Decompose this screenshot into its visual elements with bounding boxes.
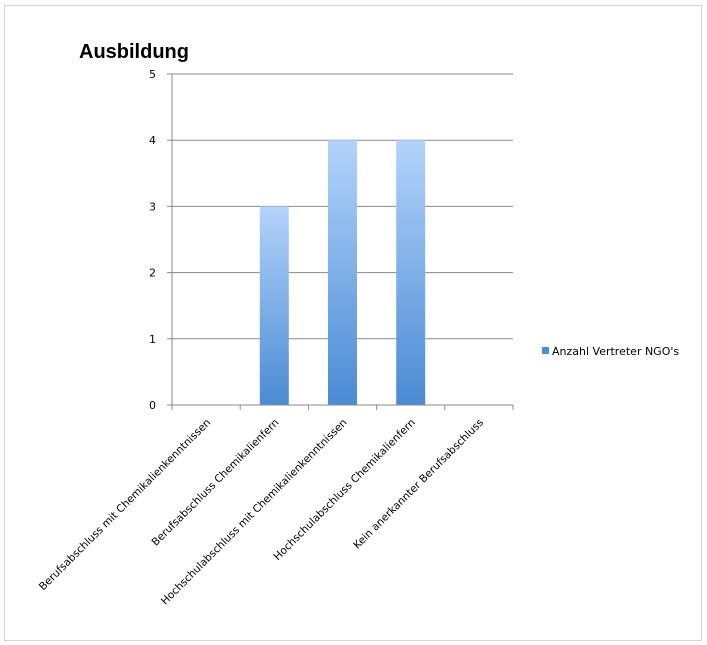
bar (328, 140, 357, 405)
bar (259, 206, 289, 405)
y-tick-label: 1 (149, 333, 156, 346)
x-tick-labels: Berufsabschluss mit Chemikalienkenntniss… (37, 417, 486, 608)
bar-series (259, 140, 426, 405)
bar (396, 140, 426, 405)
axes (167, 73, 514, 410)
y-tick-label: 3 (149, 200, 156, 213)
legend: Anzahl Vertreter NGO's (542, 345, 679, 358)
x-tick-label: Kein anerkannter Berufsabschluss (351, 417, 486, 552)
chart-title: Ausbildung (79, 41, 189, 63)
x-tick-label: Hochschulabschluss Chemikalienfern (272, 417, 418, 563)
y-tick-label: 4 (149, 134, 156, 147)
legend-label: Anzahl Vertreter NGO's (552, 345, 679, 358)
y-tick-label: 5 (149, 68, 156, 81)
x-tick-label: Berufsabschluss Chemikalienfern (150, 417, 282, 549)
y-tick-label: 2 (149, 267, 156, 280)
y-tick-label: 0 (149, 399, 156, 412)
y-tick-labels: 0 1 2 3 4 5 (149, 68, 156, 412)
legend-swatch (542, 347, 549, 354)
